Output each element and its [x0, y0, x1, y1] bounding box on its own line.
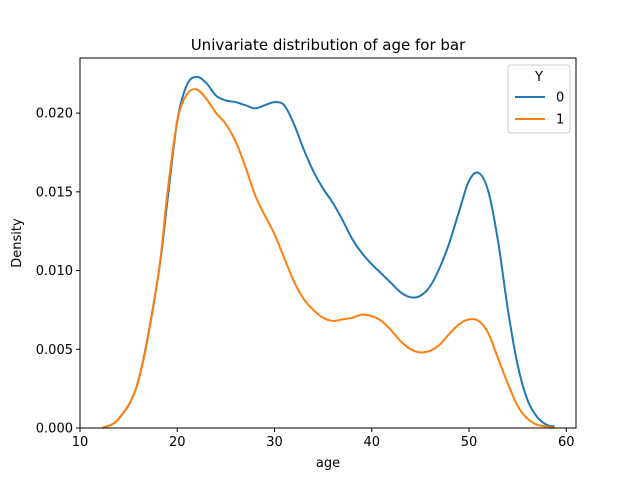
- plot-lines: [101, 75, 555, 429]
- y-tick-label: 0.005: [36, 343, 73, 358]
- legend-box: [507, 64, 571, 134]
- y-tick-label: 0.010: [36, 264, 73, 279]
- y-tick-label: 0.000: [36, 422, 73, 437]
- legend-title: Y: [534, 70, 543, 85]
- y-tick-label: 0.020: [36, 107, 73, 122]
- chart-title: Univariate distribution of age for bar: [191, 36, 466, 54]
- x-tick-label: 20: [169, 435, 186, 450]
- y-axis-label: Density: [10, 218, 25, 268]
- x-tick-label: 40: [363, 435, 380, 450]
- y-axis: 0.000 0.005 0.010 0.015 0.020: [36, 107, 80, 437]
- x-tick-label: 60: [558, 435, 575, 450]
- x-tick-label: 30: [266, 435, 283, 450]
- series-line-0: [101, 75, 555, 429]
- plot-frame: [79, 57, 577, 429]
- x-tick-label: 50: [461, 435, 478, 450]
- legend-label-0: 0: [556, 91, 564, 106]
- series-line-1: [101, 88, 555, 429]
- y-tick-label: 0.015: [36, 185, 73, 200]
- x-tick-label: 10: [72, 435, 89, 450]
- x-axis-label: age: [316, 456, 340, 471]
- x-axis: 10 20 30 40 50 60: [72, 428, 575, 450]
- legend-entries: 01: [515, 91, 564, 128]
- legend-label-1: 1: [556, 113, 564, 128]
- legend: Y 01: [507, 64, 571, 134]
